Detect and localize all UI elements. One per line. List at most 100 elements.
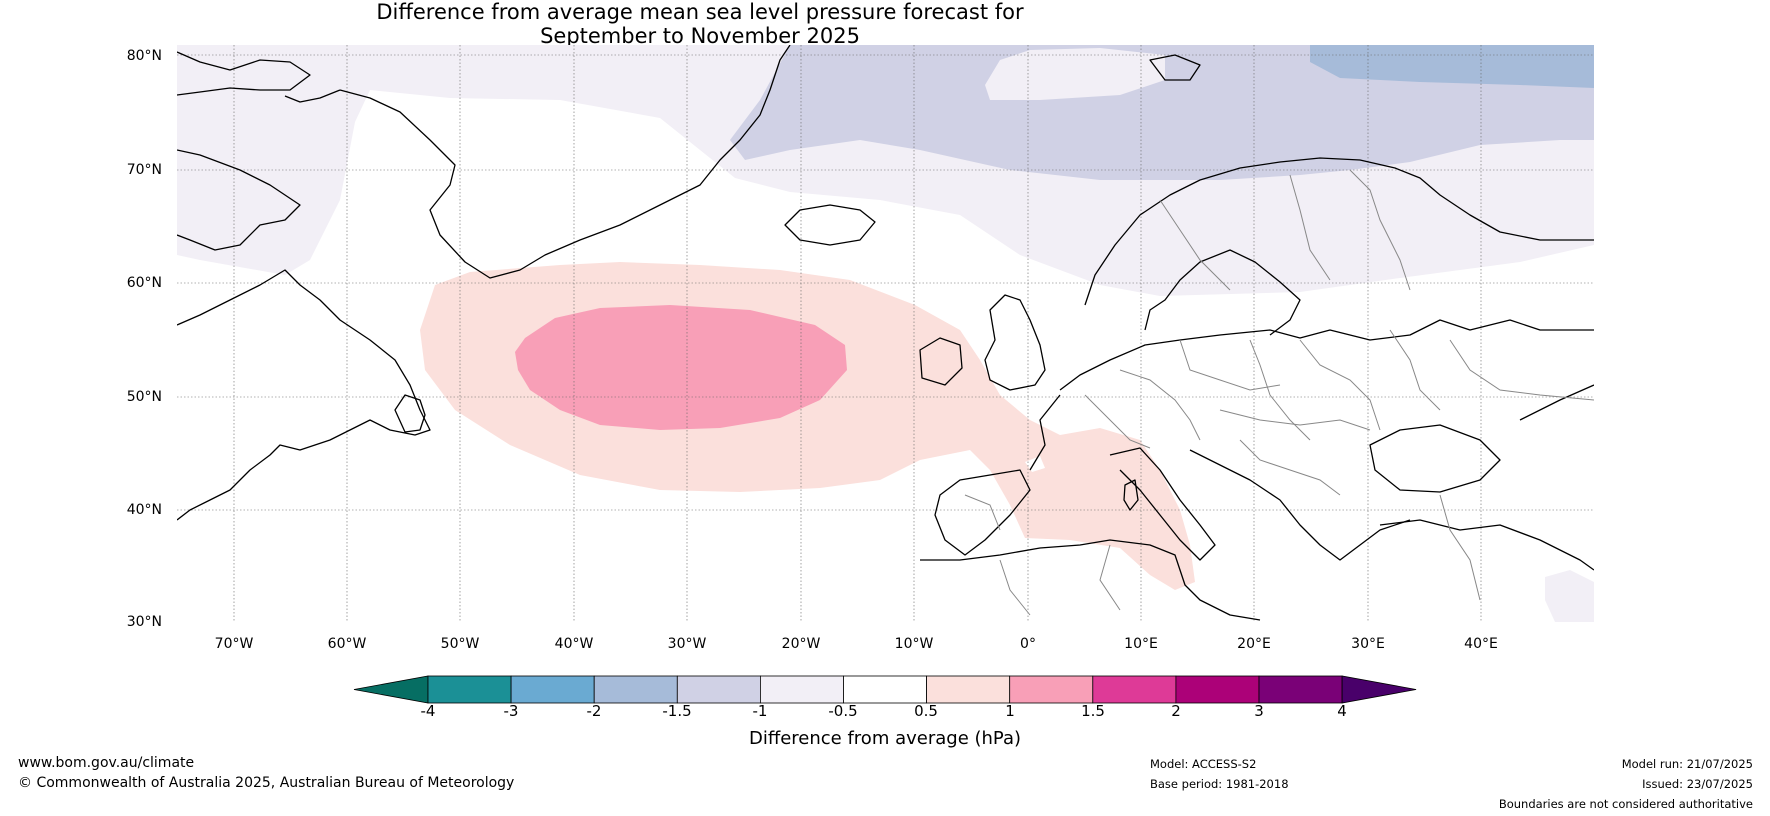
colorbar-segment xyxy=(1258,675,1343,704)
border-11 xyxy=(1289,174,1331,281)
greenland-coast xyxy=(339,45,791,279)
east-europe-coast xyxy=(1519,384,1594,421)
turkey-coast xyxy=(1379,519,1594,571)
model-text: Model: ACCESS-S2 xyxy=(1150,757,1257,771)
scandinavia-coast xyxy=(1084,157,1594,306)
canada-arctic-islands xyxy=(177,51,311,96)
iberia-coast xyxy=(934,469,1031,556)
cbar-tick-label: -3 xyxy=(503,702,519,720)
north-atlantic-core-region xyxy=(515,305,847,430)
svalbard xyxy=(1149,54,1201,81)
baffin-island xyxy=(177,149,301,251)
border-16 xyxy=(1439,494,1481,601)
france-coast xyxy=(1029,394,1061,471)
newfoundland xyxy=(394,394,426,433)
colorbar-segment xyxy=(843,675,927,704)
model-run-text: Model run: 21/07/2025 xyxy=(1621,757,1753,771)
lon-label-40e: 40°E xyxy=(1464,636,1498,652)
map-title-line1: Difference from average mean sea level p… xyxy=(376,0,1024,24)
border-2 xyxy=(1119,369,1201,441)
border-9 xyxy=(1449,339,1594,401)
map-area xyxy=(177,45,1594,622)
east-med-negative-region xyxy=(1545,570,1594,622)
cbar-tick-label: -2 xyxy=(586,702,602,720)
border-1 xyxy=(1084,394,1151,449)
ireland xyxy=(919,337,963,386)
iceland xyxy=(784,204,876,246)
border-5 xyxy=(1299,339,1381,431)
disclaimer-text: Boundaries are not considered authoritat… xyxy=(1498,797,1753,811)
border-10 xyxy=(1159,199,1231,291)
lat-label-30n: 30°N xyxy=(126,614,162,630)
issued-text: Issued: 23/07/2025 xyxy=(1642,777,1753,791)
border-15 xyxy=(1099,544,1121,611)
colorbar-title: Difference from average (hPa) xyxy=(748,728,1022,749)
barents-core-region xyxy=(1310,45,1594,88)
border-6 xyxy=(1219,409,1371,431)
lon-label-0: 0° xyxy=(1020,636,1036,652)
sardinia xyxy=(1123,479,1139,511)
lon-label-10w: 10°W xyxy=(894,636,934,652)
lat-label-60n: 60°N xyxy=(126,275,162,291)
map-title-line2: September to November 2025 xyxy=(540,24,860,48)
italy-coast xyxy=(1109,447,1216,561)
cbar-tick-label: 0.5 xyxy=(914,702,938,720)
arctic-ice-gap xyxy=(985,48,1165,100)
colorbar-segment xyxy=(676,675,761,704)
gridlines xyxy=(177,45,1594,622)
lon-label-30e: 30°E xyxy=(1351,636,1385,652)
lat-label-50n: 50°N xyxy=(126,389,162,405)
colorbar-segment xyxy=(926,675,1011,704)
cbar-tick-label: -1.5 xyxy=(662,702,692,720)
greenland-west-coast xyxy=(284,89,341,103)
colorbar-segment xyxy=(510,675,595,704)
copyright-text: © Commonwealth of Australia 2025, Austra… xyxy=(18,775,515,791)
cbar-tick-label: -4 xyxy=(420,702,436,720)
border-3 xyxy=(1179,339,1281,391)
colorbar-segment xyxy=(427,675,512,704)
cbar-tick-label: 2 xyxy=(1171,702,1181,720)
north-africa-coast xyxy=(920,539,1261,621)
colorbar-segment xyxy=(1009,675,1094,704)
balkans-coast xyxy=(1189,449,1411,561)
cbar-tick-label: 3 xyxy=(1254,702,1264,720)
cbar-tick-label: 4 xyxy=(1337,702,1347,720)
border-13 xyxy=(964,494,1001,531)
border-12 xyxy=(1349,169,1411,291)
british-isles xyxy=(984,294,1046,391)
scandinavia-baltic xyxy=(1144,249,1301,336)
lon-label-60w: 60°W xyxy=(327,636,367,652)
base-period-text: Base period: 1981-2018 xyxy=(1150,777,1289,791)
cbar-tick-label: 1 xyxy=(1005,702,1015,720)
colorbar-over-arrow xyxy=(1341,675,1417,704)
lon-label-70w: 70°W xyxy=(214,636,254,652)
lon-label-10e: 10°E xyxy=(1124,636,1158,652)
colorbar-segment xyxy=(1175,675,1260,704)
colorbar xyxy=(353,675,1417,704)
border-7 xyxy=(1239,439,1341,496)
border-4 xyxy=(1249,339,1311,441)
europe-mainland-coast xyxy=(1059,319,1594,391)
website-link[interactable]: www.bom.gov.au/climate xyxy=(18,755,195,771)
lon-label-30w: 30°W xyxy=(667,636,707,652)
border-8 xyxy=(1389,329,1441,411)
labrador-coast xyxy=(177,269,431,521)
country-borders xyxy=(964,169,1594,616)
cbar-tick-label: -0.5 xyxy=(828,702,858,720)
colorbar-segment xyxy=(1092,675,1177,704)
white-gap-biscay xyxy=(1025,456,1045,472)
lon-label-40w: 40°W xyxy=(554,636,594,652)
black-sea xyxy=(1369,424,1501,493)
map-title: Difference from average mean sea level p… xyxy=(0,0,1400,48)
lon-label-20e: 20°E xyxy=(1237,636,1271,652)
lon-label-50w: 50°W xyxy=(440,636,480,652)
lat-label-40n: 40°N xyxy=(126,502,162,518)
cbar-tick-label: -1 xyxy=(752,702,768,720)
colorbar-under-arrow xyxy=(353,675,429,704)
colorbar-segment xyxy=(760,675,844,704)
lat-label-80n: 80°N xyxy=(126,48,162,64)
colorbar-segment xyxy=(593,675,678,704)
lat-label-70n: 70°N xyxy=(126,162,162,178)
cbar-tick-label: 1.5 xyxy=(1081,702,1105,720)
